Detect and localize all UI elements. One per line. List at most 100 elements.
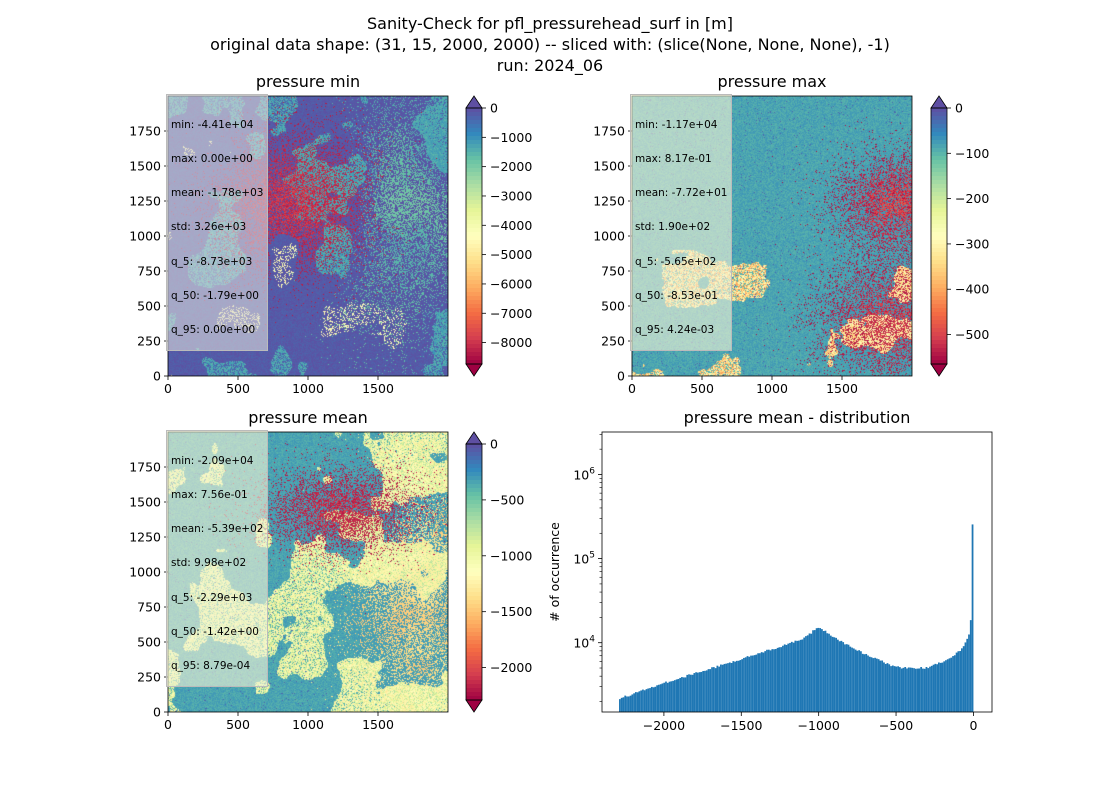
colorbar-segment [466, 284, 482, 289]
histogram-bar [780, 647, 783, 712]
histogram-bar [741, 659, 744, 712]
colorbar-segment [466, 548, 482, 553]
colorbar-segment [466, 124, 482, 129]
histogram-bar [759, 653, 761, 712]
colorbar-segment [466, 136, 482, 141]
histogram-bar [851, 647, 853, 712]
histogram-bar [920, 667, 923, 712]
histogram-bar [650, 686, 653, 712]
histogram-bar [652, 687, 655, 712]
colorbar-segment [931, 116, 947, 121]
colorbar-segment [466, 204, 482, 209]
colorbar-segment [466, 192, 482, 197]
stat-std: std: 1.90e+02 [635, 221, 711, 234]
colorbar-segment [466, 296, 482, 301]
stat-std: std: 9.98e+02 [171, 557, 247, 570]
x-tick-label: 0 [164, 381, 172, 396]
histogram-bar [661, 683, 664, 712]
histogram-bar [796, 640, 798, 712]
histogram-bar [943, 661, 946, 712]
histogram-bar [787, 643, 790, 712]
colorbar-segment [466, 360, 482, 365]
colorbar-segment [466, 264, 482, 269]
colorbar-segment [931, 340, 947, 345]
histogram-bar [663, 682, 666, 712]
colorbar-segment [466, 444, 482, 449]
colorbar-segment [466, 676, 482, 681]
colorbar-segment [466, 328, 482, 333]
colorbar-segment [466, 452, 482, 457]
colorbar-segment [466, 456, 482, 461]
colorbar-segment [466, 484, 482, 489]
histogram-bar [922, 668, 924, 712]
histogram-bar [679, 677, 682, 712]
histogram-bar [700, 671, 703, 712]
colorbar-segment [931, 224, 947, 229]
x-tick-label: 0 [969, 718, 977, 733]
histogram-bar [845, 644, 848, 712]
histogram-bar [773, 649, 775, 712]
colorbar-segment [931, 120, 947, 125]
colorbar-segment [931, 204, 947, 209]
colorbar-segment [466, 304, 482, 309]
colorbar-segment [466, 180, 482, 185]
stat-q5: q_5: -2.29e+03 [171, 591, 253, 604]
histogram-bar [634, 692, 637, 712]
histogram-bar [874, 657, 876, 712]
colorbar-segment [466, 536, 482, 541]
histogram-bar [968, 634, 970, 712]
histogram-bar [828, 633, 830, 712]
colorbar-tick-label: −5000 [490, 247, 532, 262]
y-tick-label: 0 [153, 705, 161, 720]
colorbar-segment [466, 656, 482, 661]
colorbar-segment [466, 316, 482, 321]
histogram-bar [673, 680, 676, 712]
histogram-bar [760, 652, 763, 712]
colorbar-segment [466, 668, 482, 673]
histogram-bar [712, 667, 715, 712]
histogram-y-axis-label: # of occurrence [547, 522, 562, 622]
histogram-bar [835, 637, 837, 712]
colorbar-segment [466, 576, 482, 581]
histogram-bar [725, 663, 728, 712]
histogram-bar [642, 689, 644, 712]
colorbar-segment [931, 188, 947, 193]
histogram-bar [934, 663, 937, 712]
colorbar-tick-label: −1000 [490, 130, 532, 145]
colorbar-extend-min [930, 363, 948, 377]
histogram-bar [774, 648, 777, 712]
colorbar-segment [466, 680, 482, 685]
histogram-bar [824, 630, 827, 712]
histogram-bar [691, 674, 694, 712]
colorbar-segment [466, 228, 482, 233]
colorbar-segment [931, 112, 947, 117]
histogram-bar [698, 672, 701, 712]
y-tick-label: 500 [137, 299, 161, 314]
colorbar-segment [466, 308, 482, 313]
histogram-bar [918, 668, 921, 712]
colorbar-segment [466, 648, 482, 653]
stat-q50: q_50: -8.53e-01 [635, 289, 718, 302]
histogram-bar [778, 647, 781, 712]
colorbar-segment [931, 152, 947, 157]
figure-title-line-1: Sanity-Check for pfl_pressurehead_surf i… [367, 14, 733, 33]
histogram-bar [831, 636, 834, 712]
colorbar-segment [466, 672, 482, 677]
histogram-bar [877, 659, 880, 712]
colorbar-segment [931, 292, 947, 297]
colorbar-segment [931, 160, 947, 165]
histogram-bar [658, 684, 660, 712]
histogram-bar [629, 695, 632, 712]
colorbar-segment [931, 136, 947, 141]
colorbar-segment [931, 228, 947, 233]
colorbar-segment [931, 352, 947, 357]
histogram-bar [891, 665, 894, 712]
colorbar-segment [466, 336, 482, 341]
stats-box-pressure-mean: min: -2.09e+04 max: 7.56e-01 mean: -5.39… [166, 430, 269, 687]
histogram-bar [852, 648, 855, 712]
colorbar-segment [466, 468, 482, 473]
colorbar-segment [931, 132, 947, 137]
colorbar-segment [466, 632, 482, 637]
histogram-bar [941, 662, 944, 712]
